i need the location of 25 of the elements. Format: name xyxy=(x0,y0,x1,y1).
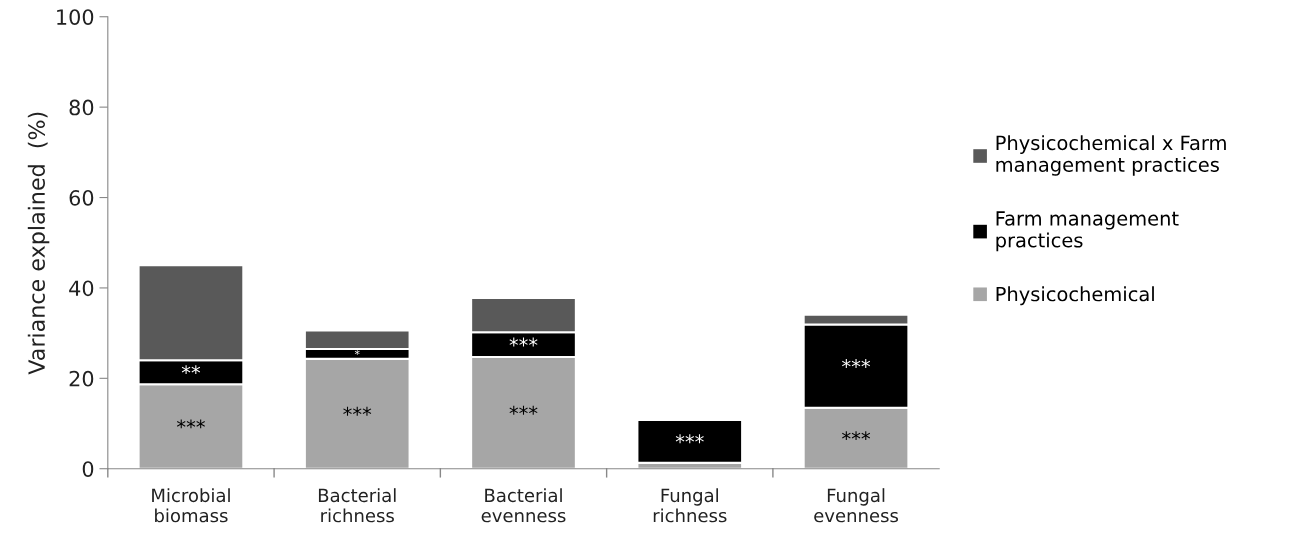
x-tick-label: Microbial biomass xyxy=(152,488,230,523)
data-label: *** xyxy=(176,419,205,429)
y-tick-label: 60 xyxy=(69,189,94,206)
legend-label: Farm management practices xyxy=(996,211,1179,252)
x-tick-label: Fungal richness xyxy=(653,488,727,523)
data-label: * xyxy=(354,349,360,355)
legend-label: Physicochemical xyxy=(996,286,1154,306)
data-label: *** xyxy=(509,337,538,347)
y-axis-title: Variance explained (%) xyxy=(27,112,50,375)
data-label: *** xyxy=(509,405,538,415)
x-tick-label: Fungal evenness xyxy=(814,488,899,523)
data-label: *** xyxy=(842,359,871,368)
y-tick-label: 100 xyxy=(57,9,94,25)
y-tick-label: 80 xyxy=(69,99,94,116)
data-label: *** xyxy=(675,434,704,444)
y-tick-label: 40 xyxy=(69,280,94,297)
y-tick-label: 0 xyxy=(82,461,94,477)
x-tick-label: Bacterial evenness xyxy=(481,488,566,523)
data-label: ** xyxy=(181,365,201,375)
data-label: *** xyxy=(842,431,871,441)
x-tick-label: Bacterial richness xyxy=(318,488,396,523)
data-label: *** xyxy=(343,406,372,416)
y-tick-label: 20 xyxy=(69,370,94,387)
bar xyxy=(636,418,744,464)
legend-label: Physicochemical x Farm management practices xyxy=(996,135,1226,176)
